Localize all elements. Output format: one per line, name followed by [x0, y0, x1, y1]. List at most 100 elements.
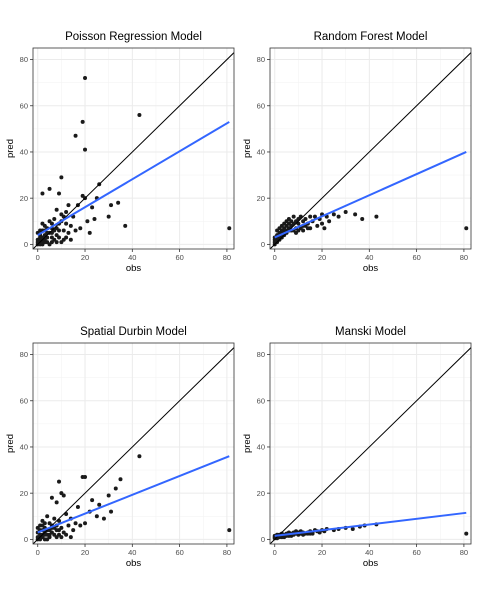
plot-frame: [32, 342, 235, 545]
data-point: [305, 226, 310, 231]
data-point: [116, 200, 121, 205]
data-point: [52, 516, 57, 521]
x-axis-title: obs: [363, 558, 379, 569]
data-point: [45, 537, 50, 542]
y-tick-label: 60: [20, 101, 28, 110]
data-point: [301, 219, 306, 224]
x-tick-label: 40: [128, 253, 136, 262]
y-tick-label: 20: [257, 194, 265, 203]
data-point: [85, 219, 90, 224]
x-tick-label: 40: [128, 548, 136, 557]
y-tick-label: 40: [257, 148, 265, 157]
y-tick-label: 20: [20, 489, 28, 498]
y-tick-label: 60: [257, 396, 265, 405]
data-point: [59, 175, 64, 180]
data-point: [291, 214, 296, 219]
data-point: [87, 230, 92, 235]
data-point: [301, 532, 306, 537]
data-point: [83, 76, 88, 81]
plot-background: [270, 48, 471, 249]
x-tick-label: 60: [175, 253, 183, 262]
x-axis-title: obs: [363, 263, 379, 274]
data-point: [73, 133, 78, 138]
x-tick-label: 20: [81, 548, 89, 557]
y-tick-label: 0: [24, 535, 28, 544]
data-point: [75, 505, 80, 510]
y-tick-label: 0: [261, 535, 265, 544]
data-point: [374, 214, 379, 219]
fit-line: [37, 121, 230, 236]
data-point: [54, 240, 59, 245]
grid: [270, 48, 471, 249]
plot-background: [270, 343, 471, 544]
data-point: [40, 191, 45, 196]
data-point: [327, 219, 332, 224]
data-point: [42, 240, 47, 245]
data-point: [109, 509, 114, 514]
data-point: [320, 221, 325, 226]
data-point: [80, 475, 85, 479]
x-tick-label: 60: [412, 548, 420, 557]
data-point: [42, 521, 47, 526]
data-point: [123, 223, 128, 228]
data-point: [59, 535, 64, 540]
plot-area: [270, 51, 471, 249]
y-tick-label: 60: [20, 396, 28, 405]
data-point: [66, 230, 71, 235]
plot-frame: [32, 47, 235, 250]
y-axis-title: pred: [5, 434, 16, 453]
data-point: [301, 228, 306, 233]
x-tick-label: 20: [318, 253, 326, 262]
panel-title: Manski Model: [335, 326, 406, 338]
x-tick-label: 60: [175, 548, 183, 557]
data-point: [57, 235, 62, 240]
data-point: [315, 223, 320, 228]
x-tick-label: 20: [81, 253, 89, 262]
data-point: [97, 502, 102, 507]
data-point: [336, 214, 341, 219]
y-axis-title: pred: [5, 139, 16, 158]
data-point: [64, 235, 69, 240]
data-point: [57, 528, 62, 533]
data-point: [360, 216, 365, 221]
data-point: [49, 221, 54, 226]
panel-2: 0 20 40 60 80 0 20 40 60 80 Random Forest Model obs…: [242, 31, 472, 274]
x-axis-title: obs: [126, 263, 142, 274]
data-point: [113, 486, 118, 491]
data-point: [64, 210, 69, 215]
y-tick-label: 0: [24, 240, 28, 249]
data-point: [353, 212, 358, 217]
data-point: [78, 226, 83, 231]
plot-background: [33, 343, 234, 544]
x-tick-label: 80: [460, 548, 468, 557]
identity-line: [270, 51, 471, 249]
panel-title: Poisson Regression Model: [65, 31, 202, 43]
data-point: [68, 223, 73, 228]
x-axis-title: obs: [126, 558, 142, 569]
fit-line: [274, 511, 467, 537]
x-tick-label: 80: [223, 548, 231, 557]
data-point: [227, 226, 232, 231]
data-point: [106, 214, 111, 219]
y-axis-title: pred: [242, 434, 253, 453]
data-point: [45, 514, 50, 519]
y-tick-label: 60: [257, 101, 265, 110]
identity-line: [270, 346, 471, 544]
x-tick-label: 40: [365, 548, 373, 557]
grid: [33, 343, 234, 544]
data-point: [312, 214, 317, 219]
data-point: [137, 454, 142, 459]
data-point: [68, 237, 73, 242]
data-point: [350, 526, 355, 531]
data-point: [101, 516, 106, 521]
data-point: [57, 228, 62, 233]
panel-title: Spatial Durbin Model: [80, 326, 187, 338]
data-point: [49, 495, 54, 500]
data-point: [90, 498, 95, 503]
data-point: [464, 226, 469, 231]
plot-area: [33, 51, 234, 249]
data-point: [57, 191, 62, 196]
plot-frame: [269, 342, 472, 545]
data-point: [73, 228, 78, 233]
